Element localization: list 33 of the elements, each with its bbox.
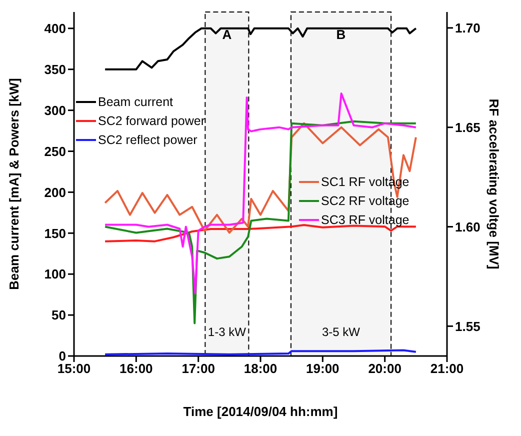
legend-label: SC2 RF voltage: [321, 194, 410, 208]
annotation: 3-5 kW: [322, 325, 361, 339]
annotation: 1-3 kW: [208, 325, 247, 339]
y-tick-label: 150: [44, 226, 66, 241]
y-tick-label: 100: [44, 266, 66, 282]
y2-tick-label: 1.65: [455, 120, 480, 135]
y2-tick-label: 1.60: [455, 219, 480, 234]
y-axis-title: Beam current [mA] & Powers [kW]: [6, 78, 22, 290]
y2-tick-label: 1.55: [455, 318, 480, 334]
x-axis-title: Time [2014/09/04 hh:mm]: [183, 404, 338, 419]
x-tick-label: 21:00: [430, 361, 464, 376]
legend-label: SC3 RF voltage: [321, 212, 410, 226]
x-tick-label: 16:00: [120, 361, 153, 376]
y-tick-label: 350: [44, 62, 66, 77]
legend-label: SC2 reflect power: [98, 132, 198, 146]
x-tick-label: 20:00: [368, 361, 402, 376]
y2-tick-label: 1.70: [455, 20, 480, 36]
y-tick-label: 400: [44, 20, 66, 36]
band-label: A: [222, 27, 232, 42]
x-tick-label: 18:00: [244, 361, 278, 376]
legend-label: Beam current: [98, 94, 174, 108]
y-tick-label: 300: [44, 102, 66, 118]
y-tick-label: 250: [44, 144, 66, 159]
band-label: B: [336, 27, 346, 42]
line-series: [104, 27, 417, 70]
y2-axis-title: RF accelerating voltge [MV]: [486, 98, 502, 270]
y-tick-label: 0: [58, 348, 66, 364]
x-tick-label: 17:00: [182, 361, 215, 376]
x-tick-label: 15:00: [57, 361, 91, 376]
y-tick-label: 200: [44, 184, 66, 200]
legend-label: SC2 forward power: [98, 114, 205, 128]
x-tick-label: 19:00: [306, 361, 340, 376]
y-tick-label: 50: [52, 308, 66, 323]
